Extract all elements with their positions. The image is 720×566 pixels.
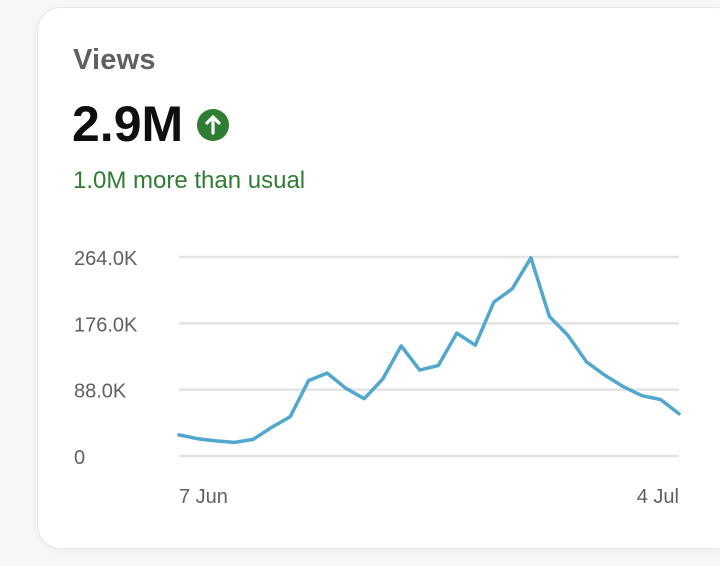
views-card <box>37 7 720 549</box>
metric-comparison: 1.0M more than usual <box>73 167 306 194</box>
y-tick-label: 264.0K <box>74 248 138 270</box>
arrow-up-circle-icon <box>197 109 230 141</box>
views-series-line <box>177 256 681 445</box>
metric-title: Views <box>73 44 156 76</box>
metric-total-value: 2.9M <box>72 96 184 152</box>
y-tick-label: 88.0K <box>74 381 127 403</box>
metric-total-row: 2.9M <box>72 94 230 154</box>
x-tick-label: 7 Jun <box>179 486 228 508</box>
y-tick-label: 0 <box>74 447 85 469</box>
y-tick-label: 176.0K <box>74 314 138 336</box>
x-tick-label: 4 Jul <box>637 486 679 508</box>
